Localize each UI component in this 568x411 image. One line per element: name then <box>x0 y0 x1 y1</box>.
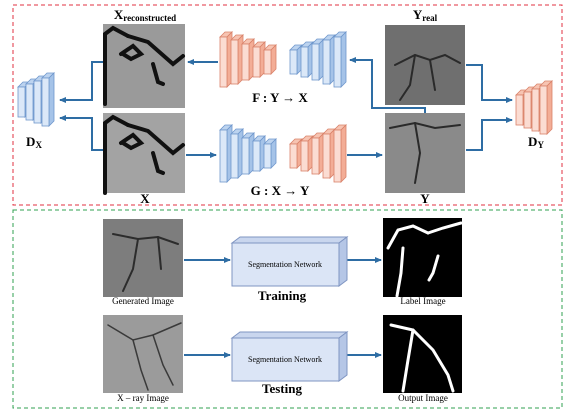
block-side <box>547 81 552 134</box>
layer-block <box>242 39 254 80</box>
block-front <box>264 50 271 74</box>
layer-block <box>301 136 313 171</box>
training-label: Training <box>258 288 307 303</box>
block-front <box>253 141 260 171</box>
block-front <box>34 81 41 123</box>
block-front <box>323 134 330 178</box>
image <box>383 218 462 297</box>
image <box>103 113 185 193</box>
label-base: D <box>26 134 35 149</box>
layer-block <box>334 32 346 87</box>
block-front <box>231 40 238 84</box>
arrow <box>466 65 512 100</box>
layer-block <box>42 73 54 126</box>
image <box>103 24 185 108</box>
layer-block <box>540 81 552 134</box>
block-front <box>220 37 227 87</box>
block-front <box>18 87 25 117</box>
block-front <box>312 44 319 80</box>
network-blocks <box>18 32 552 182</box>
arrow <box>466 120 512 150</box>
layer-block <box>253 42 265 77</box>
generator-g-label: G : X → Y <box>251 183 310 198</box>
block-side <box>49 73 54 126</box>
generator-f-label: F : Y → X <box>252 90 308 105</box>
label-subscript: reconstructed <box>123 13 176 23</box>
shape <box>339 237 347 286</box>
block-front <box>334 130 341 182</box>
layer-block <box>290 139 302 168</box>
block-front <box>312 138 319 174</box>
block-front <box>540 86 547 134</box>
block-front <box>301 141 308 171</box>
block-front <box>524 92 531 128</box>
block-front <box>253 47 260 77</box>
network-label: Segmentation Network <box>248 355 322 364</box>
shape <box>232 237 347 243</box>
block-front <box>264 144 271 168</box>
image <box>385 113 465 193</box>
dy-label: DY <box>528 134 544 150</box>
layer-block <box>312 133 324 174</box>
output-caption: Label Image <box>400 296 445 306</box>
cyclegan-frame <box>13 5 562 205</box>
y-real-label: Yreal <box>413 7 438 23</box>
label-subscript: Y <box>537 140 544 150</box>
image <box>103 219 183 297</box>
block-front <box>323 40 330 84</box>
block-front <box>290 144 297 168</box>
block-front <box>242 138 249 174</box>
x-label: X <box>140 191 150 206</box>
block-front <box>290 50 297 74</box>
layer-block <box>231 35 243 84</box>
layer-block <box>264 45 276 74</box>
layer-block <box>323 129 335 178</box>
y-label: Y <box>420 191 430 206</box>
block-front <box>26 84 33 120</box>
shape <box>232 332 347 338</box>
block-front <box>242 44 249 80</box>
input-caption: X – ray Image <box>117 393 169 403</box>
layer-block <box>242 133 254 174</box>
layer-block <box>264 139 276 168</box>
layer-block <box>220 125 232 182</box>
label-subscript: X <box>35 140 42 150</box>
dx-label: DX <box>26 134 42 150</box>
layer-block <box>231 129 243 178</box>
block-front <box>231 134 238 178</box>
diagram: Xreconstructed Yreal F : Y → X G : X → Y… <box>0 0 568 411</box>
block-side <box>271 45 276 74</box>
block-front <box>334 37 341 87</box>
block-side <box>341 125 346 182</box>
layer-block <box>253 136 265 171</box>
testing-label: Testing <box>262 381 302 396</box>
label-subscript: real <box>422 13 437 23</box>
image <box>383 315 462 393</box>
block-front <box>42 78 49 126</box>
shape <box>339 332 347 381</box>
image-background <box>103 219 183 297</box>
arrow <box>60 62 103 100</box>
layer-block <box>290 45 302 74</box>
layer-block <box>323 35 335 84</box>
block-side <box>341 32 346 87</box>
block-front <box>532 89 539 131</box>
input-caption: Generated Image <box>112 296 174 306</box>
block-side <box>271 139 276 168</box>
layer-block <box>301 42 313 77</box>
layer-block <box>312 39 324 80</box>
block-front <box>220 130 227 182</box>
x-reconstructed-label: Xreconstructed <box>114 7 176 23</box>
layer-block <box>334 125 346 182</box>
label-base: D <box>528 134 537 149</box>
arrow <box>60 118 103 150</box>
network-label: Segmentation Network <box>248 260 322 269</box>
image <box>385 25 465 105</box>
block-front <box>516 95 523 125</box>
block-front <box>301 47 308 77</box>
output-caption: Output Image <box>398 393 448 403</box>
image <box>103 315 183 393</box>
